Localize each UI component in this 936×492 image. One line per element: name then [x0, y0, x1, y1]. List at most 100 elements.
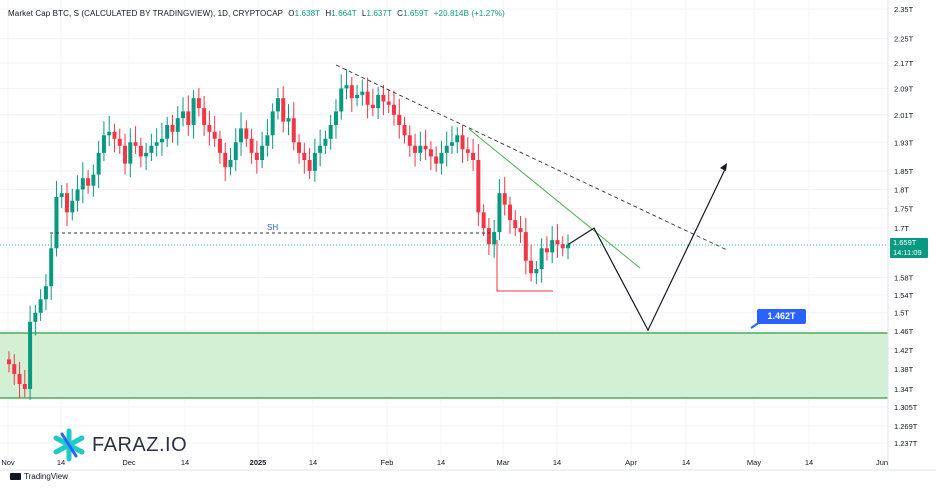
candle-body — [70, 200, 75, 213]
candle-body — [550, 240, 555, 253]
candle-body — [43, 286, 48, 300]
y-tick-label: 1.5T — [894, 309, 909, 318]
candle-body — [307, 160, 312, 171]
brand-watermark: FARAZ.IO — [52, 428, 187, 462]
y-tick-label: 1.305T — [894, 403, 918, 412]
y-tick-label: 1.46T — [894, 327, 914, 336]
open-value: 1.638T — [294, 9, 320, 18]
candle-body — [418, 145, 423, 153]
candle-body — [513, 220, 518, 229]
candle-body — [529, 260, 534, 274]
candle-body — [481, 212, 486, 229]
candle-body — [49, 248, 54, 287]
candle-body — [339, 88, 344, 112]
candle-body — [223, 152, 228, 168]
tradingview-footer[interactable]: TradingView — [10, 472, 68, 481]
candle-body — [323, 138, 328, 146]
y-tick-label: 1.85T — [894, 167, 914, 176]
chart-title: Market Cap BTC, S (CALCULATED BY TRADING… — [8, 9, 283, 18]
y-tick-label: 1.34T — [894, 385, 914, 394]
x-tick-label: Nov — [1, 458, 15, 467]
candle-body — [439, 152, 444, 164]
faraz-logo-icon — [53, 428, 85, 462]
x-tick-label: Dec — [122, 458, 136, 467]
candle-body — [86, 178, 91, 186]
candle-body — [191, 98, 196, 125]
last-price-value: 1.659T — [893, 238, 917, 247]
y-tick-label: 1.8T — [894, 185, 909, 194]
candle-body — [159, 138, 164, 143]
candle-body — [471, 152, 476, 161]
chart-header: Market Cap BTC, S (CALCULATED BY TRADING… — [8, 9, 505, 18]
candle-body — [444, 145, 449, 153]
candle-body — [566, 244, 570, 249]
candle-body — [460, 135, 465, 150]
y-tick-label: 2.35T — [894, 5, 914, 14]
x-tick-label: 14 — [553, 458, 561, 467]
y-tick-label: 1.58T — [894, 274, 914, 283]
y-tick-label: 2.17T — [894, 59, 914, 68]
candle-body — [181, 111, 186, 119]
candle-body — [249, 138, 254, 153]
high-value: 1.664T — [331, 9, 357, 18]
candle-body — [297, 142, 302, 153]
y-tick-label: 1.38T — [894, 365, 914, 374]
candle-body — [28, 321, 33, 389]
candle-body — [286, 118, 291, 122]
candle-body — [212, 131, 217, 139]
candle-body — [239, 128, 244, 143]
candle-body — [381, 94, 386, 102]
candle-body — [38, 299, 43, 313]
candle-body — [54, 196, 59, 249]
candle-body — [333, 111, 338, 125]
candle-body — [507, 204, 512, 221]
tradingview-label: TradingView — [24, 472, 69, 481]
y-tick-label: 1.42T — [894, 346, 914, 355]
candle-body — [376, 94, 381, 109]
candle-body — [165, 124, 170, 139]
candle-body — [254, 152, 259, 161]
candle-body — [117, 138, 122, 146]
x-tick-label: 14 — [181, 458, 189, 467]
candle-body — [302, 152, 307, 161]
bar-countdown: 14:11:09 — [893, 247, 922, 257]
trendline-dashed[interactable] — [335, 64, 728, 251]
candle-body — [260, 145, 265, 161]
y-tick-label: 1.54T — [894, 291, 914, 300]
candle-body — [270, 111, 275, 136]
x-tick-label: 2025 — [250, 458, 267, 467]
target-callout[interactable]: 1.462T — [757, 309, 806, 324]
y-tick-label: 1.75T — [894, 204, 914, 213]
price-axis: 2.35T 2.25T 2.17T 2.09T 2.01T 1.93T 1.85T 1.8T 1… — [894, 5, 918, 448]
candle-body — [101, 135, 106, 153]
candle-body — [386, 101, 391, 105]
candle-body — [544, 248, 549, 253]
candle-body — [291, 118, 296, 143]
x-tick-label: Mar — [497, 458, 510, 467]
y-tick-label: 2.25T — [894, 35, 914, 44]
candle-body — [144, 152, 149, 157]
candle-body — [65, 193, 70, 213]
candle-body — [112, 131, 117, 139]
candle-body — [523, 232, 528, 261]
last-price-tag: 1.659T 14:11:09 — [890, 238, 928, 258]
trendline-green[interactable] — [468, 128, 641, 269]
x-tick-label: Jun — [876, 458, 888, 467]
candle-body — [202, 108, 207, 125]
candle-body — [186, 111, 191, 125]
candle-body — [96, 152, 101, 175]
x-tick-label: 14 — [57, 458, 65, 467]
candle-body — [207, 124, 212, 132]
candle-body — [455, 135, 460, 143]
candle-body — [22, 383, 27, 389]
candle-body — [107, 131, 112, 136]
y-tick-label: 1.93T — [894, 138, 914, 147]
candle-body — [360, 91, 365, 95]
candle-body — [33, 312, 38, 322]
candle-body — [312, 152, 317, 171]
close-value: 1.659T — [403, 9, 429, 18]
candle-body — [413, 145, 418, 153]
candle-body — [80, 178, 85, 190]
candle-body — [281, 98, 286, 122]
